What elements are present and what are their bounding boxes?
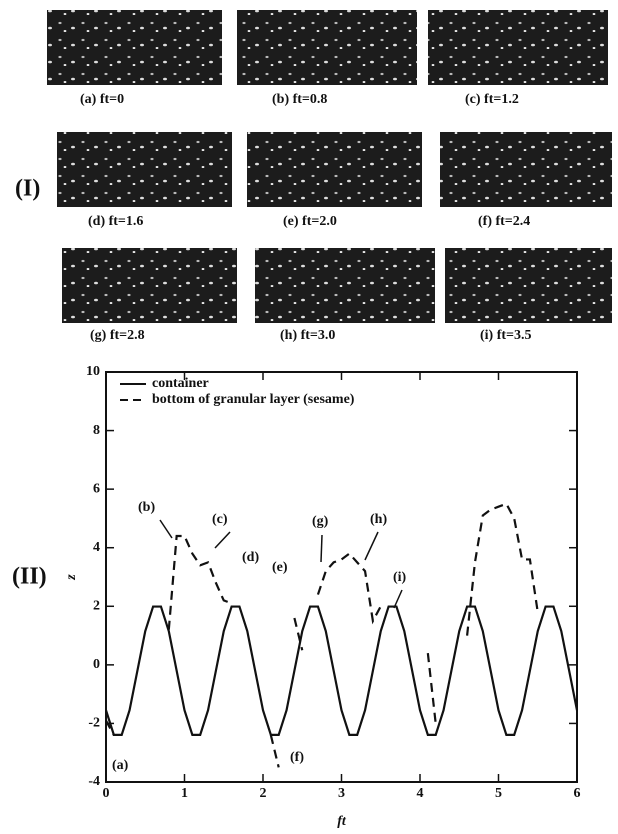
- annotation: (a): [112, 758, 129, 773]
- series-line: [105, 502, 539, 768]
- panel-label: (g) ft=2.8: [90, 328, 145, 343]
- annotation: (i): [393, 570, 407, 585]
- photo: [57, 132, 232, 207]
- annotation: (g): [312, 514, 329, 529]
- y-tick-label: 0: [93, 657, 100, 672]
- leader: [393, 589, 403, 609]
- leaders: [159, 519, 403, 609]
- plot-frame: [105, 371, 578, 783]
- panel-label: (c) ft=1.2: [465, 92, 519, 107]
- photo: [255, 248, 435, 323]
- photo: [62, 248, 237, 323]
- x-tick-label: 1: [181, 786, 188, 801]
- x-axis-label: ft: [337, 814, 347, 829]
- y-tick-label: -2: [88, 716, 100, 731]
- panel-label: (f) ft=2.4: [478, 214, 530, 229]
- leader: [320, 534, 323, 563]
- x-tick-label: 2: [260, 786, 267, 801]
- photo: [237, 10, 417, 85]
- y-tick-label: 2: [93, 599, 100, 614]
- annotation: (b): [138, 500, 155, 515]
- panel-label: (h) ft=3.0: [280, 328, 335, 343]
- legend-label: bottom of granular layer (sesame): [152, 392, 355, 407]
- x-tick-label: 5: [495, 786, 502, 801]
- annotation: (e): [272, 560, 288, 575]
- y-axis-label: z: [64, 574, 79, 581]
- photo: [428, 10, 608, 85]
- annotation: (d): [242, 550, 259, 565]
- panel-label: (a) ft=0: [80, 92, 124, 107]
- y-tick-label: 10: [86, 364, 100, 379]
- x-tick-label: 4: [417, 786, 424, 801]
- annotation: (f): [290, 750, 304, 765]
- y-tick-label: 8: [93, 423, 100, 438]
- panel-label: (d) ft=1.6: [88, 214, 143, 229]
- leader: [364, 531, 379, 561]
- panel-label: (b) ft=0.8: [272, 92, 327, 107]
- part-label: (II): [12, 564, 47, 590]
- legend-label: container: [152, 376, 209, 391]
- photo: [247, 132, 422, 207]
- annotation: (c): [212, 512, 228, 527]
- leader: [159, 519, 173, 539]
- photo: [445, 248, 612, 323]
- series-line: [104, 605, 579, 736]
- photos: [47, 10, 612, 323]
- x-tick-label: 0: [103, 786, 110, 801]
- panel-label: (i) ft=3.5: [480, 328, 532, 343]
- y-tick-label: -4: [88, 774, 100, 789]
- annotation: (h): [370, 512, 387, 527]
- y-tick-label: 6: [93, 481, 100, 496]
- leader: [214, 531, 231, 549]
- photo: [440, 132, 612, 207]
- part-label: (I): [15, 176, 40, 202]
- photo: [47, 10, 222, 85]
- y-tick-label: 4: [93, 540, 100, 555]
- x-tick-label: 3: [338, 786, 345, 801]
- panel-label: (e) ft=2.0: [283, 214, 337, 229]
- x-tick-label: 6: [574, 786, 581, 801]
